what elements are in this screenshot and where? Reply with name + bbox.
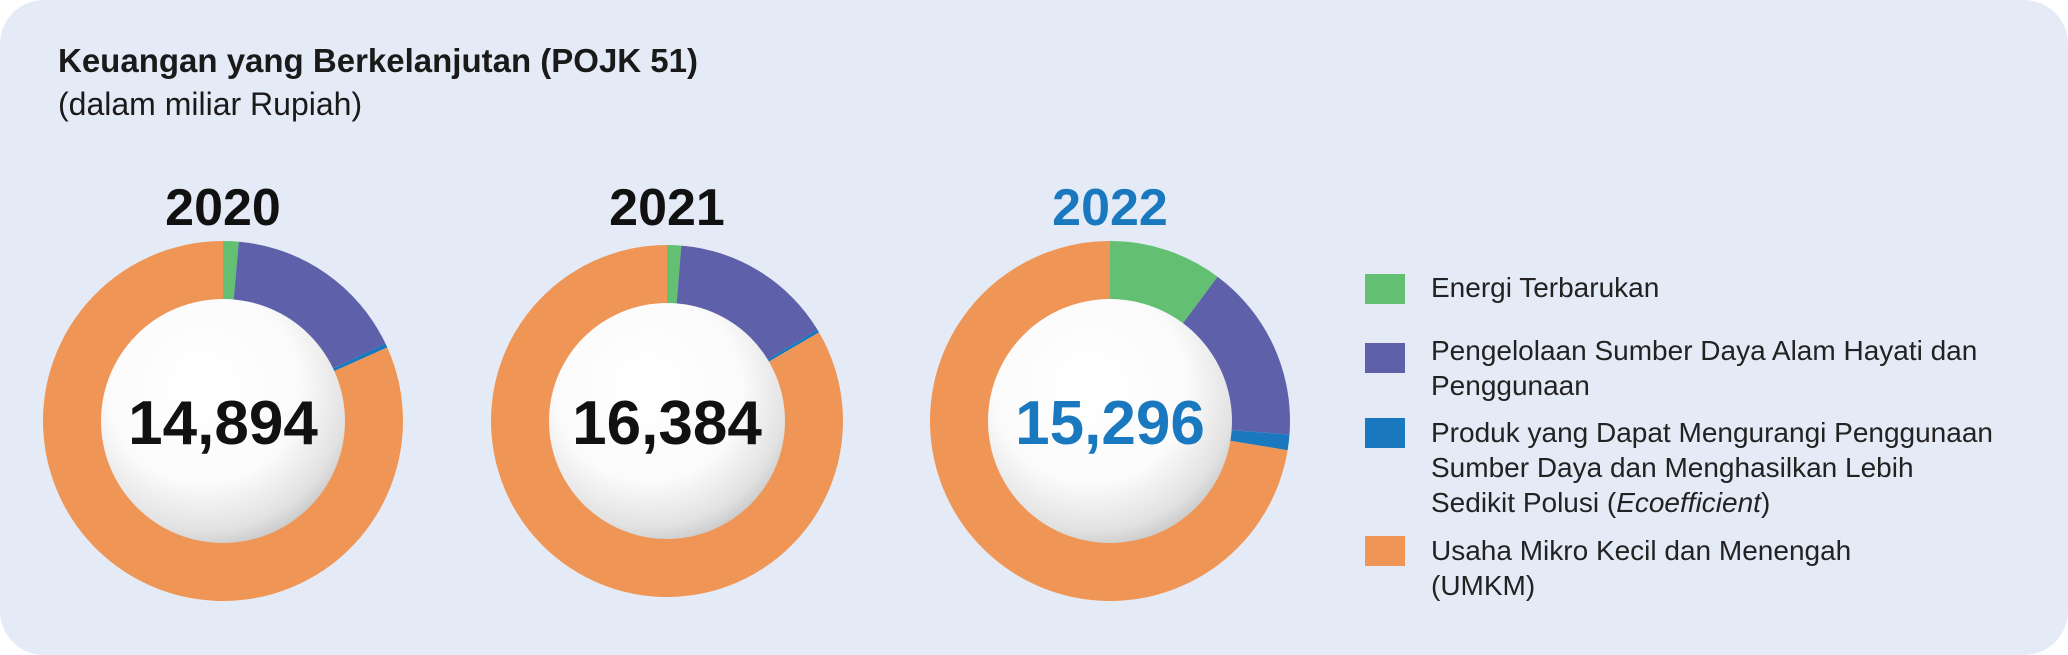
year-label-2020: 2020 (165, 179, 281, 237)
legend-label-energi: Energi Terbarukan (1431, 272, 1660, 303)
donut-center-2021 (549, 303, 785, 539)
legend-label-umkm: Usaha Mikro Kecil dan Menengah (UMKM) (1431, 535, 1852, 601)
year-label-2021: 2021 (609, 179, 725, 237)
chart-title: Keuangan yang Berkelanjutan (POJK 51) (58, 42, 699, 79)
chart-subtitle: (dalam miliar Rupiah) (58, 86, 363, 122)
legend-swatch-pengelolaan (1365, 343, 1405, 373)
total-label-2021: 16,384 (572, 389, 762, 458)
year-label-2022: 2022 (1052, 179, 1168, 237)
legend-swatch-energi (1365, 274, 1405, 304)
donut-center-2020 (101, 299, 345, 543)
legend-swatch-produk (1365, 418, 1405, 448)
total-label-2022: 15,296 (1015, 389, 1205, 458)
total-label-2020: 14,894 (128, 389, 318, 458)
legend-label-pengelolaan: Pengelolaan Sumber Daya Alam Hayati dan … (1431, 335, 1978, 401)
donut-center-2022 (988, 299, 1232, 543)
legend-swatch-umkm (1365, 536, 1405, 566)
legend-label-produk: Produk yang Dapat Mengurangi Penggunaan … (1431, 417, 1993, 518)
